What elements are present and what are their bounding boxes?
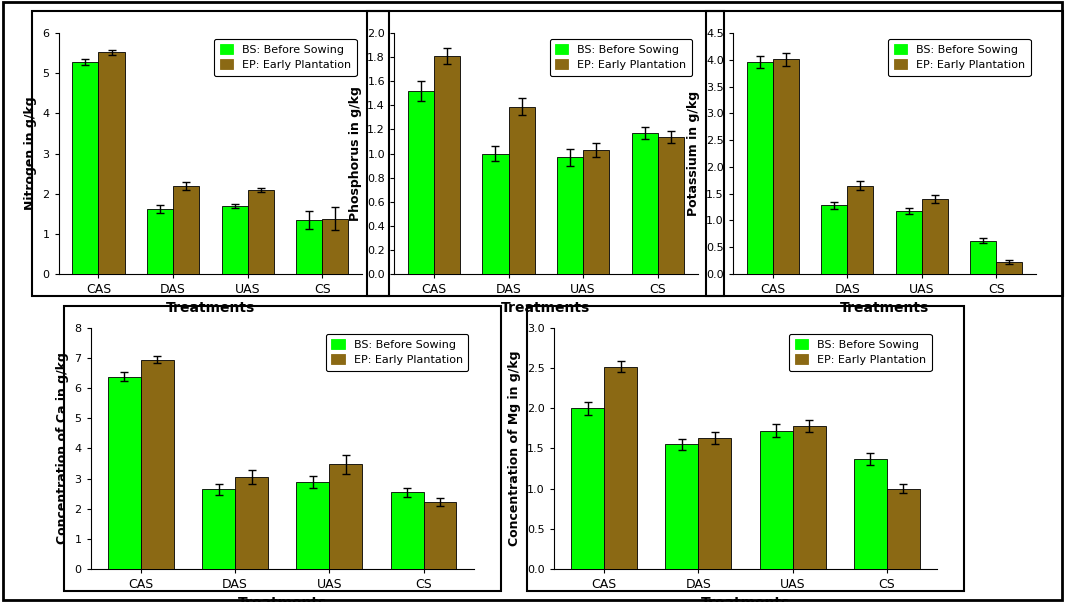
Bar bbox=[367, 10, 724, 296]
Bar bbox=[433, 56, 460, 274]
Bar bbox=[970, 241, 997, 274]
Y-axis label: Phosphorus in g/kg: Phosphorus in g/kg bbox=[348, 86, 362, 221]
Bar bbox=[699, 438, 732, 569]
Bar bbox=[482, 154, 508, 274]
Bar bbox=[772, 60, 799, 274]
Bar bbox=[248, 190, 274, 274]
Bar bbox=[887, 489, 920, 569]
X-axis label: Treatments: Treatments bbox=[237, 597, 327, 602]
Bar bbox=[922, 199, 948, 274]
Bar bbox=[391, 492, 424, 569]
Bar bbox=[408, 91, 433, 274]
Bar bbox=[759, 431, 792, 569]
Bar bbox=[847, 185, 873, 274]
X-axis label: Treatments: Treatments bbox=[701, 597, 790, 602]
X-axis label: Treatments: Treatments bbox=[502, 302, 590, 315]
Bar bbox=[792, 426, 825, 569]
Bar bbox=[706, 10, 1063, 296]
Legend: BS: Before Sowing, EP: Early Plantation: BS: Before Sowing, EP: Early Plantation bbox=[789, 334, 932, 371]
Bar bbox=[747, 62, 772, 274]
Y-axis label: Potassium in g/kg: Potassium in g/kg bbox=[687, 91, 701, 216]
Legend: BS: Before Sowing, EP: Early Plantation: BS: Before Sowing, EP: Early Plantation bbox=[214, 39, 357, 76]
Bar bbox=[222, 206, 248, 274]
Bar bbox=[64, 305, 501, 591]
Bar bbox=[896, 211, 922, 274]
Bar bbox=[604, 367, 637, 569]
Bar bbox=[32, 10, 389, 296]
Y-axis label: Concentration of Ca in g/kg: Concentration of Ca in g/kg bbox=[55, 353, 69, 544]
Bar bbox=[323, 219, 348, 274]
Legend: BS: Before Sowing, EP: Early Plantation: BS: Before Sowing, EP: Early Plantation bbox=[326, 334, 469, 371]
Legend: BS: Before Sowing, EP: Early Plantation: BS: Before Sowing, EP: Early Plantation bbox=[550, 39, 692, 76]
Bar bbox=[173, 185, 199, 274]
X-axis label: Treatments: Treatments bbox=[840, 302, 929, 315]
Bar bbox=[632, 133, 658, 274]
Bar bbox=[296, 220, 323, 274]
Bar bbox=[658, 137, 684, 274]
Bar bbox=[424, 502, 457, 569]
Bar bbox=[147, 209, 173, 274]
Y-axis label: Nitrogen in g/kg: Nitrogen in g/kg bbox=[23, 97, 37, 210]
Bar bbox=[527, 305, 964, 591]
Y-axis label: Concentration of Mg in g/kg: Concentration of Mg in g/kg bbox=[508, 351, 522, 546]
Bar bbox=[508, 107, 535, 274]
Bar bbox=[141, 359, 174, 569]
Bar bbox=[296, 482, 329, 569]
Bar bbox=[329, 464, 362, 569]
Bar bbox=[584, 150, 609, 274]
Bar bbox=[557, 157, 584, 274]
Bar bbox=[202, 489, 235, 569]
Bar bbox=[98, 52, 125, 274]
Bar bbox=[108, 377, 141, 569]
Bar bbox=[821, 205, 847, 274]
Bar bbox=[571, 408, 604, 569]
Bar bbox=[666, 444, 699, 569]
X-axis label: Treatments: Treatments bbox=[166, 302, 255, 315]
Bar bbox=[997, 262, 1022, 274]
Bar bbox=[72, 62, 98, 274]
Bar bbox=[854, 459, 887, 569]
Legend: BS: Before Sowing, EP: Early Plantation: BS: Before Sowing, EP: Early Plantation bbox=[888, 39, 1031, 76]
Bar bbox=[235, 477, 268, 569]
